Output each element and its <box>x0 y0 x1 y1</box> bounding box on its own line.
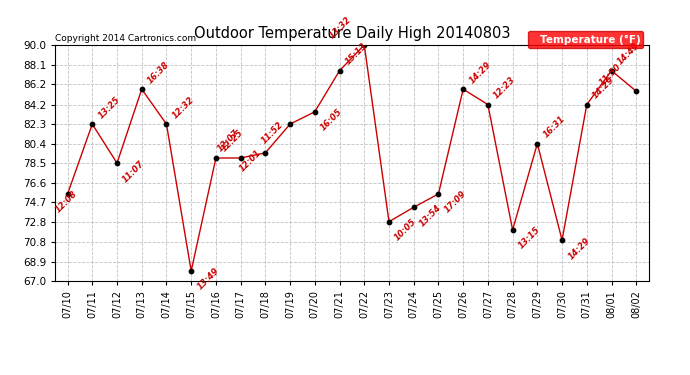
Point <box>334 68 345 74</box>
Point <box>136 86 147 92</box>
Point <box>532 141 543 147</box>
Text: 13:15: 13:15 <box>517 225 542 251</box>
Text: 12:23: 12:23 <box>492 75 518 100</box>
Point <box>631 88 642 94</box>
Text: 11:52: 11:52 <box>259 120 285 145</box>
Point <box>186 268 197 274</box>
Point <box>235 155 246 161</box>
Text: 16:38: 16:38 <box>146 60 171 85</box>
Text: 12:07: 12:07 <box>216 129 241 154</box>
Text: 15:13: 15:13 <box>344 41 369 66</box>
Text: Copyright 2014 Cartronics.com: Copyright 2014 Cartronics.com <box>55 34 197 43</box>
Text: 13:25: 13:25 <box>97 94 122 120</box>
Point <box>581 102 592 108</box>
Point <box>62 191 73 197</box>
Text: 13:54: 13:54 <box>418 203 443 228</box>
Point <box>606 68 617 74</box>
Text: 11:50: 11:50 <box>598 62 622 87</box>
Text: 12:32: 12:32 <box>170 94 196 120</box>
Text: 14:29: 14:29 <box>591 75 616 100</box>
Point <box>482 102 493 108</box>
Text: 13:49: 13:49 <box>195 267 221 292</box>
Point <box>384 219 395 225</box>
Point <box>557 237 568 243</box>
Title: Outdoor Temperature Daily High 20140803: Outdoor Temperature Daily High 20140803 <box>194 26 510 41</box>
Text: 12:08: 12:08 <box>54 189 79 215</box>
Point <box>161 121 172 127</box>
Point <box>457 86 469 92</box>
Point <box>210 155 221 161</box>
Point <box>112 160 123 166</box>
Point <box>309 109 320 115</box>
Text: 13:32: 13:32 <box>328 15 353 41</box>
Text: 14:49: 14:49 <box>615 41 641 66</box>
Point <box>507 227 518 233</box>
Text: 16:05: 16:05 <box>319 107 344 133</box>
Point <box>433 191 444 197</box>
Text: 11:07: 11:07 <box>121 159 146 184</box>
Point <box>359 42 370 48</box>
Text: 16:31: 16:31 <box>542 114 567 140</box>
Text: 12:25: 12:25 <box>220 129 246 154</box>
Point <box>284 121 295 127</box>
Point <box>408 204 420 210</box>
Point <box>260 150 271 156</box>
Text: 12:01: 12:01 <box>237 148 263 174</box>
Text: 14:29: 14:29 <box>566 236 591 261</box>
Text: 10:05: 10:05 <box>393 217 419 243</box>
Text: 14:29: 14:29 <box>467 60 493 85</box>
Point <box>87 121 98 127</box>
Text: 17:09: 17:09 <box>442 189 468 215</box>
Legend: Temperature (°F): Temperature (°F) <box>528 31 643 48</box>
